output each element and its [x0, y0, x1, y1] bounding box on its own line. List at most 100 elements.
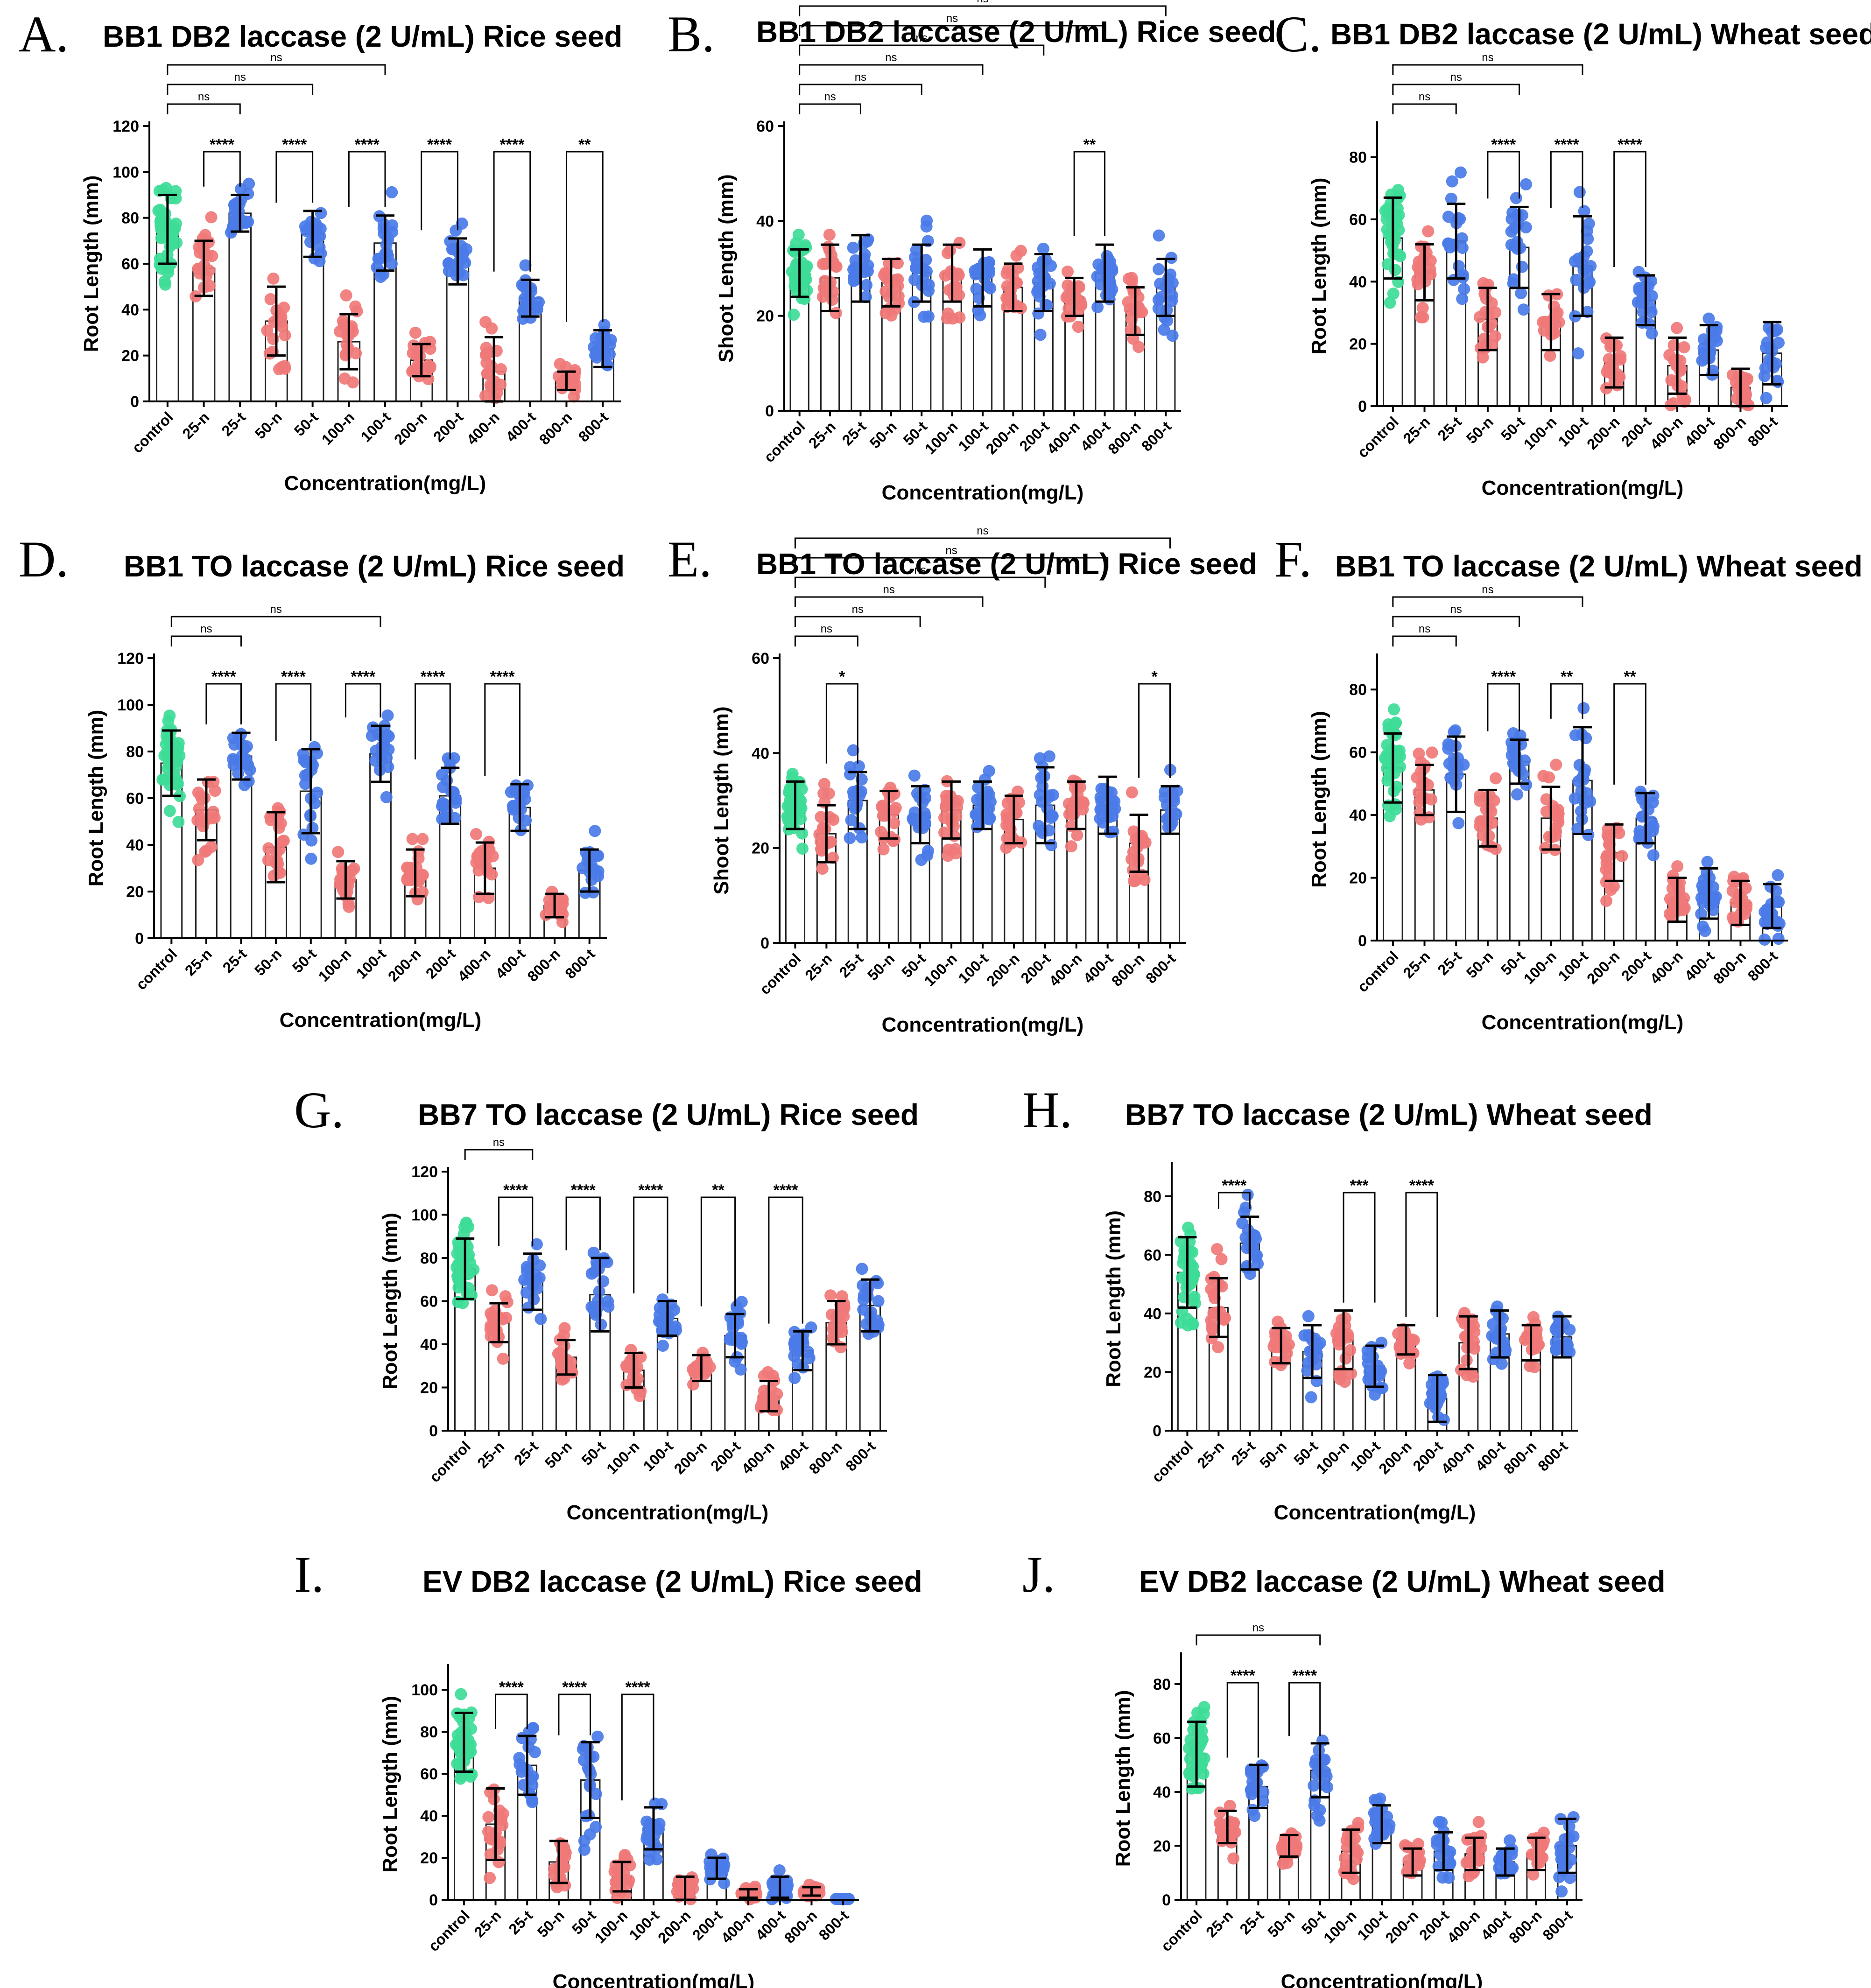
sig-bracket — [1392, 596, 1583, 607]
sig-label: **** — [774, 1181, 799, 1199]
data-point — [205, 841, 218, 853]
sig-bracket — [1613, 683, 1646, 785]
data-point — [385, 258, 398, 270]
x-tick-label: 100-t — [626, 1907, 663, 1944]
data-point — [1461, 1342, 1474, 1354]
y-axis-label: Root Length (mm) — [1308, 711, 1330, 888]
x-tick-label: control — [756, 950, 804, 998]
data-point — [349, 300, 362, 313]
data-point — [1671, 860, 1684, 872]
sig-bracket — [1550, 151, 1583, 208]
sig-label: **** — [1554, 136, 1580, 154]
sig-bracket — [1343, 1192, 1376, 1303]
x-tick-label: 200-n — [1583, 948, 1623, 987]
sig-label: ns — [945, 544, 957, 557]
sig-label: **** — [503, 1181, 528, 1199]
sig-bracket — [1392, 616, 1520, 627]
panel-J: J. EV DB2 laccase (2 U/mL) Wheat seed 0 20 4… — [1022, 1546, 1666, 1988]
data-point — [1499, 1344, 1512, 1356]
data-point — [1215, 1253, 1228, 1265]
data-point — [1214, 1817, 1226, 1830]
sig-label: ns — [883, 583, 895, 596]
data-point — [773, 1864, 786, 1876]
sig-label: ns — [198, 91, 210, 103]
data-point — [455, 1688, 467, 1700]
data-point — [1544, 350, 1556, 362]
y-tick-label: 20 — [1349, 870, 1367, 887]
x-tick-label: 200-n — [983, 950, 1023, 990]
x-tick-label: 100-n — [921, 950, 960, 990]
data-point — [1538, 324, 1550, 337]
data-point — [1448, 774, 1461, 787]
data-point — [1125, 853, 1138, 865]
sig-label: ns — [977, 0, 988, 5]
data-point — [1415, 813, 1428, 826]
data-point — [1500, 1857, 1513, 1869]
data-point — [381, 709, 394, 722]
data-point — [1527, 1311, 1540, 1323]
data-point — [1377, 1828, 1390, 1841]
x-tick-label: 200-n — [983, 418, 1022, 457]
data-point — [940, 790, 952, 802]
x-tick-label: 400-t — [492, 945, 529, 982]
x-tick-label: 400-n — [454, 945, 494, 985]
data-point — [1579, 797, 1591, 809]
panel-title: BB1 DB2 laccase (2 U/mL) Rice seed — [103, 20, 622, 53]
data-point — [380, 791, 393, 803]
data-point — [1131, 841, 1144, 854]
x-tick-label: 50-n — [864, 950, 898, 983]
sig-label: **** — [571, 1181, 596, 1199]
data-point — [1071, 829, 1083, 842]
data-point — [1316, 1734, 1329, 1747]
data-point — [242, 775, 255, 787]
sig-label: ns — [1419, 91, 1430, 103]
data-point — [918, 807, 931, 820]
data-point — [1637, 306, 1649, 318]
data-point — [172, 815, 185, 828]
data-point — [481, 367, 494, 380]
data-point — [205, 211, 218, 224]
data-point — [1183, 1768, 1196, 1781]
data-point — [1244, 1268, 1257, 1280]
data-point — [1241, 1188, 1254, 1201]
data-point — [480, 357, 493, 369]
data-point — [305, 852, 317, 865]
y-tick-label: 20 — [1153, 1837, 1171, 1855]
y-tick-label: 20 — [420, 1849, 438, 1867]
data-point — [1166, 330, 1179, 342]
x-tick-label: 800-n — [1710, 413, 1750, 453]
x-axis-label: Concentration(mg/L) — [553, 1970, 755, 1988]
x-tick-label: control — [1158, 1907, 1205, 1954]
data-point — [1461, 1833, 1474, 1846]
data-point — [1045, 260, 1057, 272]
data-point — [1193, 1758, 1206, 1770]
sig-bracket — [170, 616, 381, 627]
y-tick-label: 80 — [1349, 681, 1367, 699]
x-tick-label: 800-t — [1138, 418, 1175, 455]
data-point — [823, 787, 835, 800]
data-point — [583, 1764, 596, 1777]
panel-A: A. BB1 DB2 laccase (2 U/mL) Rice seed 0 20 4… — [19, 6, 622, 495]
data-point — [983, 267, 995, 280]
data-point — [1375, 1336, 1388, 1349]
x-tick-label: 800-t — [816, 1907, 852, 1944]
data-point — [490, 344, 503, 357]
data-point — [1549, 1336, 1562, 1349]
sig-label: ns — [852, 603, 864, 616]
data-point — [1248, 1810, 1261, 1822]
data-point — [526, 1779, 539, 1791]
y-tick-label: 0 — [1153, 1422, 1161, 1440]
data-point — [306, 822, 319, 834]
sig-bracket — [1613, 151, 1646, 267]
x-tick-label: 800-n — [524, 945, 563, 985]
data-point — [922, 844, 935, 857]
sig-bracket — [203, 151, 241, 187]
data-point — [311, 787, 324, 799]
sig-label: ns — [270, 51, 282, 64]
data-point — [554, 358, 566, 370]
data-point — [1572, 347, 1584, 359]
data-point — [1305, 1391, 1317, 1404]
data-point — [409, 326, 422, 339]
data-point — [1391, 748, 1404, 760]
data-point — [519, 259, 532, 272]
